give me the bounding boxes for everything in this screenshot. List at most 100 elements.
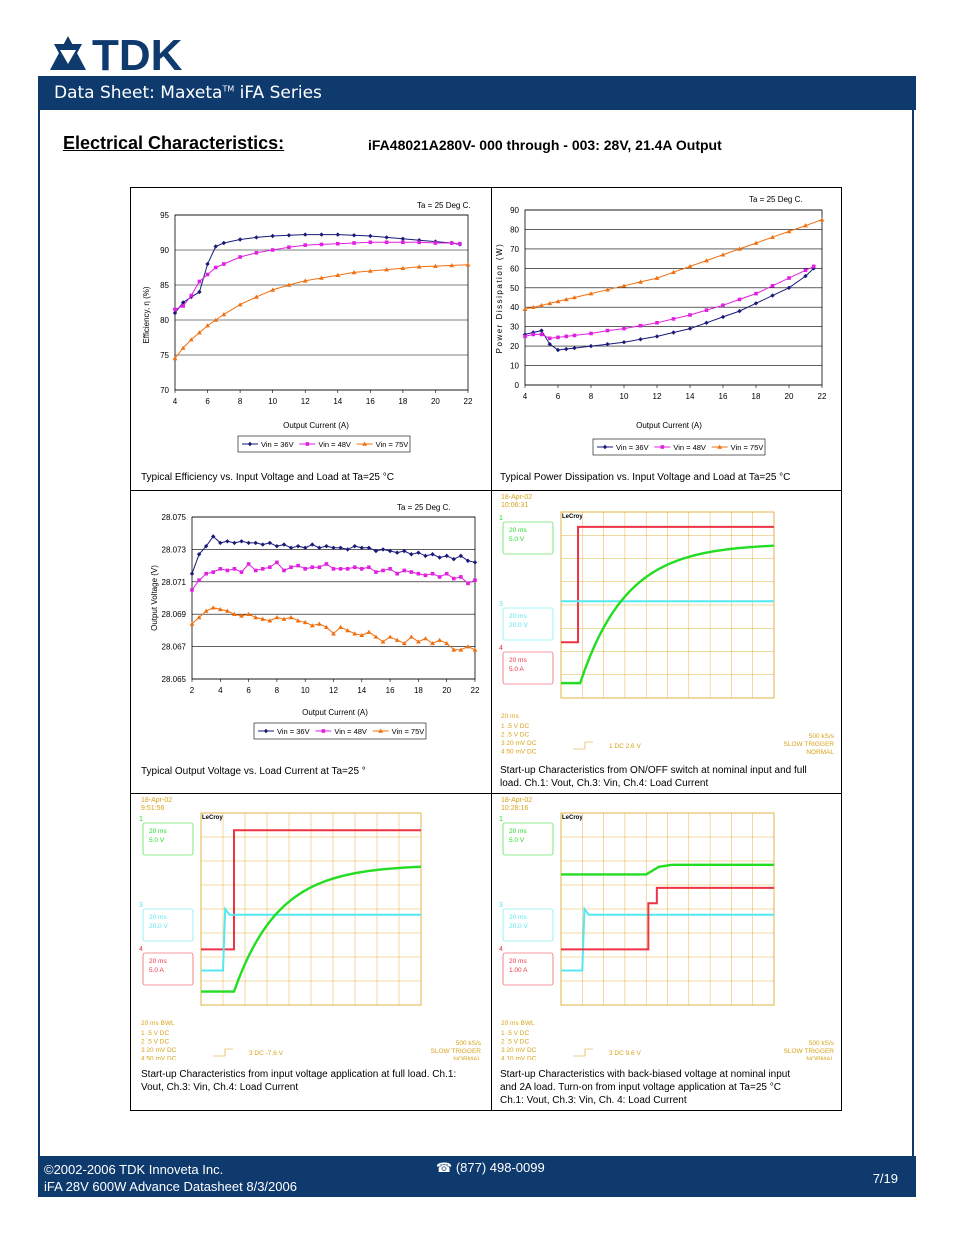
y-axis-label: Power Dissipation (W): [495, 243, 504, 354]
data-point: [770, 284, 775, 288]
gridlines: [525, 209, 822, 386]
channel-scale-box: 4 20 ms 5.0 A: [499, 645, 554, 685]
svg-text:4 10 mV DC: 4 10 mV DC: [501, 1056, 537, 1061]
series-line: [524, 265, 815, 339]
data-point: [572, 333, 577, 338]
x-tick-label: 4: [523, 392, 528, 401]
x-tick-label: 22: [818, 392, 827, 401]
y-tick-label: 50: [510, 284, 519, 293]
y-tick-label: 28.073: [162, 545, 187, 554]
x-tick-label: 18: [398, 397, 407, 406]
y-tick-label: 80: [510, 225, 519, 234]
data-point: [309, 623, 315, 628]
data-point: [400, 265, 406, 270]
efficiency-chart: Ta = 25 Deg C. Output Current (A) Effici…: [142, 201, 473, 453]
section-title: Electrical Characteristics:: [63, 133, 285, 153]
data-point: [289, 565, 293, 570]
data-point: [319, 232, 324, 237]
data-point: [811, 266, 816, 271]
svg-text:5.0 V: 5.0 V: [509, 837, 525, 844]
data-point: [345, 628, 351, 633]
series-1: [189, 534, 478, 576]
data-point: [281, 542, 287, 547]
data-point: [275, 560, 279, 565]
data-point: [717, 444, 723, 449]
data-point: [721, 303, 725, 308]
data-point: [246, 540, 251, 546]
x-tick-label: 10: [620, 392, 629, 401]
x-tick-label: 20: [431, 397, 440, 406]
data-point: [351, 233, 357, 238]
data-point: [180, 345, 186, 350]
series-line: [191, 561, 476, 591]
data-point: [260, 567, 265, 571]
y-tick-label: 75: [160, 351, 169, 360]
data-point: [458, 241, 462, 246]
scope-info: 20 ms BWL 1 .5 V DC 2 .5 V DC3 20 mV DC 4 5…: [141, 1020, 482, 1060]
scope3-cell: [491, 793, 842, 1111]
svg-text:1.00 A: 1.00 A: [509, 967, 528, 974]
data-point: [572, 345, 577, 351]
scope-info: 20 ms 1 .5 V DC 2 .5 V DC3 20 mV DC 4 50 mV…: [501, 713, 835, 754]
phone: ☎ (877) 498-0099: [436, 1160, 545, 1175]
data-point: [654, 334, 660, 339]
data-point: [197, 289, 202, 295]
channel-scale-box: 3 20 ms 20.0 V: [499, 601, 554, 641]
data-point: [589, 331, 593, 336]
x-tick-label: 16: [719, 392, 728, 401]
scope-grid: [200, 812, 422, 1006]
data-point: [359, 632, 365, 638]
svg-text:500 kS/s: 500 kS/s: [456, 1040, 482, 1047]
y-tick-label: 28.069: [162, 610, 187, 619]
x-axis-label: Output Current (A): [283, 421, 349, 430]
data-point: [335, 241, 340, 246]
series-2: [173, 240, 462, 312]
data-point: [196, 615, 202, 620]
data-point: [465, 644, 471, 649]
data-point: [754, 291, 758, 296]
data-point: [232, 611, 237, 616]
data-point: [288, 545, 294, 550]
data-point: [181, 304, 185, 308]
data-point: [671, 269, 676, 275]
data-point: [430, 640, 435, 646]
data-point: [564, 346, 569, 352]
data-point: [556, 335, 560, 340]
data-point: [302, 278, 308, 283]
data-point: [416, 639, 421, 644]
data-point: [237, 237, 243, 242]
data-point: [409, 552, 414, 557]
data-point: [253, 540, 258, 546]
scope1-cell: [491, 490, 842, 794]
data-point: [753, 301, 759, 306]
data-point: [437, 637, 443, 642]
scope2-caption: Start-up Characteristics from input volt…: [141, 1069, 457, 1093]
svg-text:20.0 V: 20.0 V: [509, 923, 528, 930]
data-point: [188, 337, 194, 342]
y-tick-label: 60: [510, 264, 519, 273]
svg-text:20 ms BWL: 20 ms BWL: [501, 1020, 535, 1027]
legend-entry: Vin = 48V: [654, 443, 706, 452]
series-2: [190, 560, 477, 592]
svg-text:Vin = 75V: Vin = 75V: [731, 443, 764, 452]
y-tick-label: 10: [510, 362, 519, 371]
channel-scale-box: 1 20 ms 5.0 V: [139, 816, 194, 856]
data-point: [197, 279, 202, 284]
data-point: [466, 581, 470, 586]
data-point: [281, 616, 287, 621]
svg-text:NORMAL: NORMAL: [806, 1056, 834, 1060]
data-point: [423, 553, 428, 559]
voltage-cell: [130, 490, 492, 794]
data-point: [324, 543, 329, 549]
data-point: [621, 283, 627, 288]
svg-text:NORMAL: NORMAL: [806, 749, 834, 754]
data-point: [704, 258, 709, 263]
data-point: [819, 217, 825, 222]
data-point: [737, 297, 742, 302]
data-point: [374, 570, 378, 574]
data-point: [189, 621, 195, 626]
data-point: [402, 548, 407, 554]
x-tick-label: 4: [218, 686, 223, 695]
svg-text:5.0 A: 5.0 A: [149, 967, 164, 974]
data-point: [564, 334, 569, 339]
